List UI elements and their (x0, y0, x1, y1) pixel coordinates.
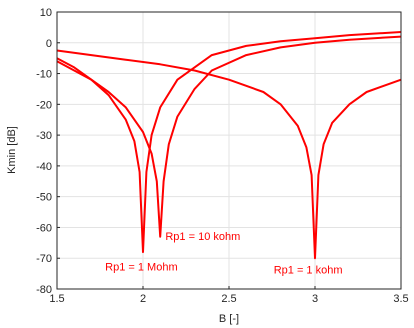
x-tick-label: 3.5 (393, 293, 408, 305)
y-tick-label: -30 (36, 130, 52, 142)
x-tick-label: 2.5 (221, 293, 236, 305)
y-tick-label: -80 (36, 284, 52, 296)
annotations: Rp1 = 10 kohm Rp1 = 1 Mohm Rp1 = 1 kohm (105, 231, 342, 277)
annotation-label: Rp1 = 1 Mohm (105, 262, 177, 274)
annotation-label: Rp1 = 1 kohm (274, 265, 343, 277)
series-line-1 (56, 31, 402, 254)
y-tick-label: 10 (40, 7, 52, 19)
x-axis-label: B [-] (219, 313, 239, 325)
annotation-label: Rp1 = 10 kohm (165, 231, 240, 243)
tick-labels: 1.5 2 2.5 3 3.5 10 0 -10 -20 -30 -40 -50 -60 -70 -80 (36, 7, 409, 305)
series-group (56, 31, 402, 260)
y-tick-label: -10 (36, 69, 52, 81)
y-tick-label: 0 (46, 38, 52, 50)
y-tick-label: -20 (36, 99, 52, 111)
y-tick-label: -40 (36, 161, 52, 173)
y-tick-label: -50 (36, 192, 52, 204)
x-tick-label: 2 (140, 293, 146, 305)
x-tick-label: 1.5 (49, 293, 64, 305)
series-line-2 (56, 35, 402, 238)
x-tick-label: 3 (312, 293, 318, 305)
y-axis-label: Kmin [dB] (6, 126, 18, 174)
y-tick-label: -60 (36, 222, 52, 234)
series-line-3 (56, 49, 402, 260)
y-tick-label: -70 (36, 253, 52, 265)
